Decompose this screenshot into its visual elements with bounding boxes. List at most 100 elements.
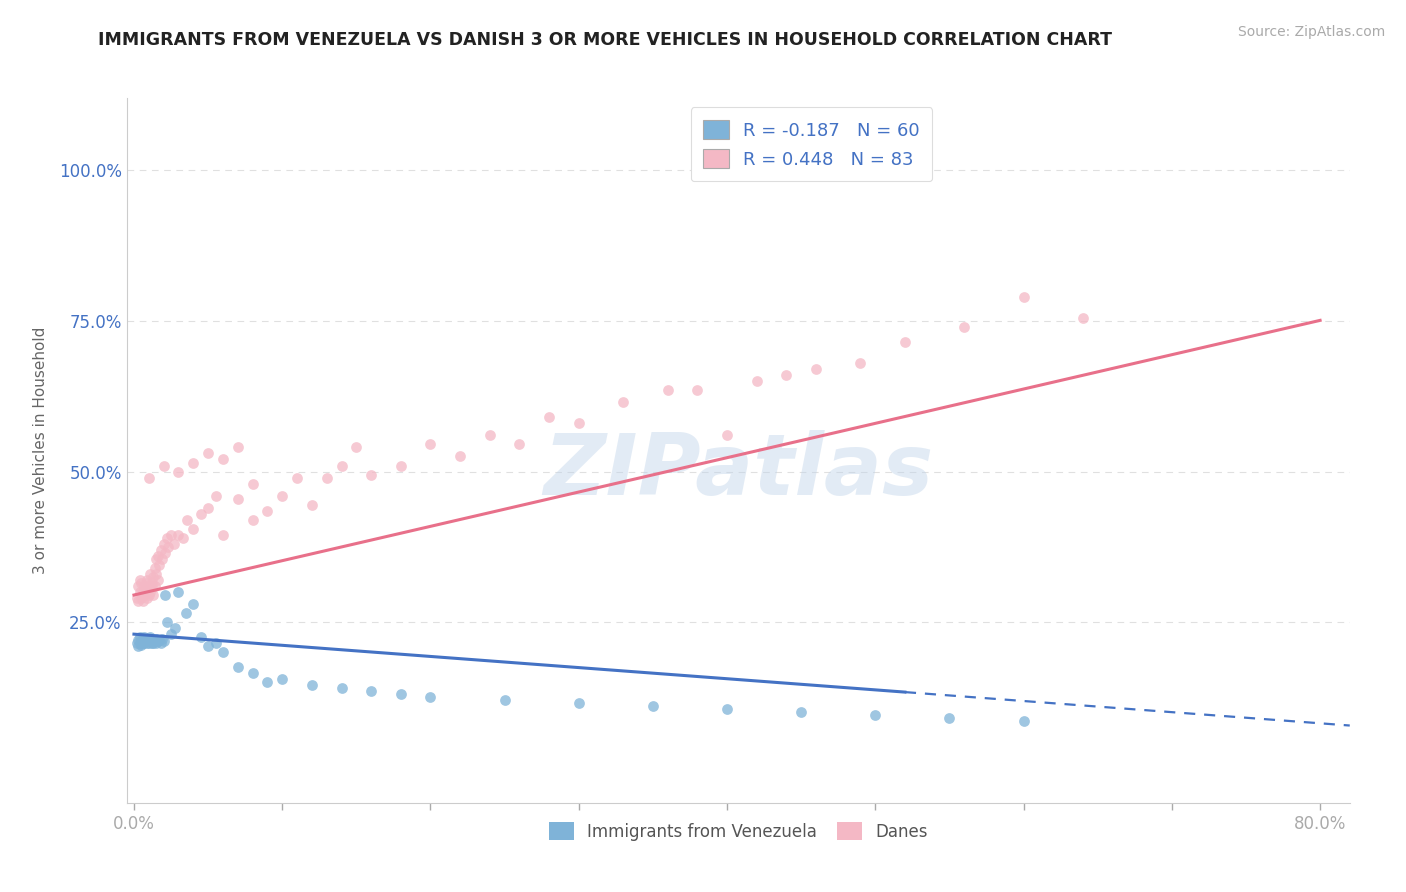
Point bbox=[136, 633, 159, 648]
Point bbox=[197, 446, 219, 460]
Point bbox=[389, 458, 412, 473]
Point bbox=[134, 579, 156, 593]
Point bbox=[285, 470, 308, 484]
Text: ZIPatlas: ZIPatlas bbox=[543, 430, 934, 513]
Point bbox=[204, 489, 226, 503]
Point bbox=[190, 507, 212, 521]
Point bbox=[301, 678, 323, 692]
Point bbox=[226, 660, 249, 674]
Point bbox=[138, 632, 160, 646]
Point bbox=[139, 630, 162, 644]
Point bbox=[139, 634, 162, 648]
Point bbox=[138, 579, 160, 593]
Point bbox=[160, 627, 183, 641]
Point bbox=[153, 588, 176, 602]
Legend: Immigrants from Venezuela, Danes: Immigrants from Venezuela, Danes bbox=[541, 816, 935, 847]
Point bbox=[131, 638, 153, 652]
Point bbox=[134, 636, 156, 650]
Point bbox=[145, 632, 167, 646]
Point bbox=[138, 588, 160, 602]
Point bbox=[419, 437, 441, 451]
Point bbox=[134, 633, 156, 648]
Point bbox=[127, 579, 149, 593]
Point bbox=[176, 513, 198, 527]
Point bbox=[256, 675, 278, 690]
Point bbox=[141, 579, 163, 593]
Point bbox=[155, 531, 177, 545]
Point bbox=[150, 552, 173, 566]
Point bbox=[190, 630, 212, 644]
Point bbox=[226, 491, 249, 506]
Point bbox=[568, 417, 591, 431]
Point bbox=[143, 633, 166, 648]
Point bbox=[226, 441, 249, 455]
Point bbox=[148, 633, 170, 648]
Point bbox=[127, 639, 149, 653]
Point bbox=[139, 566, 162, 581]
Point bbox=[165, 621, 187, 635]
Y-axis label: 3 or more Vehicles in Household: 3 or more Vehicles in Household bbox=[32, 326, 48, 574]
Point bbox=[136, 573, 159, 587]
Point bbox=[141, 636, 163, 650]
Point bbox=[139, 585, 162, 599]
Point bbox=[212, 528, 235, 542]
Point bbox=[153, 546, 176, 560]
Point bbox=[138, 636, 160, 650]
Point bbox=[127, 594, 149, 608]
Point bbox=[716, 702, 738, 716]
Point bbox=[134, 630, 156, 644]
Point bbox=[344, 441, 367, 455]
Point bbox=[143, 579, 166, 593]
Point bbox=[135, 632, 157, 646]
Point bbox=[157, 540, 180, 554]
Point bbox=[125, 591, 148, 605]
Point bbox=[242, 513, 264, 527]
Point bbox=[849, 356, 872, 370]
Point bbox=[568, 697, 591, 711]
Point bbox=[142, 588, 165, 602]
Point bbox=[148, 558, 170, 572]
Point bbox=[197, 500, 219, 515]
Point bbox=[141, 576, 163, 591]
Point bbox=[136, 591, 159, 605]
Point bbox=[953, 320, 976, 334]
Point bbox=[508, 437, 530, 451]
Point bbox=[143, 561, 166, 575]
Point bbox=[131, 634, 153, 648]
Point bbox=[172, 531, 194, 545]
Point bbox=[1012, 714, 1035, 729]
Point bbox=[155, 615, 177, 629]
Point bbox=[132, 636, 155, 650]
Point bbox=[271, 489, 294, 503]
Point bbox=[612, 395, 634, 409]
Point bbox=[167, 585, 190, 599]
Point bbox=[142, 570, 165, 584]
Point bbox=[146, 634, 169, 648]
Point bbox=[150, 632, 173, 646]
Point bbox=[128, 573, 150, 587]
Point bbox=[181, 456, 204, 470]
Point bbox=[1012, 290, 1035, 304]
Point bbox=[152, 537, 174, 551]
Point bbox=[938, 711, 960, 725]
Point bbox=[152, 634, 174, 648]
Point bbox=[716, 428, 738, 442]
Point bbox=[212, 645, 235, 659]
Point bbox=[242, 666, 264, 681]
Point bbox=[136, 636, 159, 650]
Point bbox=[146, 549, 169, 563]
Point bbox=[389, 687, 412, 701]
Point bbox=[152, 458, 174, 473]
Point bbox=[197, 639, 219, 653]
Point bbox=[127, 633, 149, 648]
Point bbox=[538, 410, 561, 425]
Point bbox=[775, 368, 797, 383]
Point bbox=[256, 504, 278, 518]
Point bbox=[449, 450, 471, 464]
Point bbox=[181, 597, 204, 611]
Point bbox=[138, 470, 160, 484]
Point bbox=[128, 630, 150, 644]
Point bbox=[146, 573, 169, 587]
Point bbox=[135, 576, 157, 591]
Point bbox=[174, 606, 197, 620]
